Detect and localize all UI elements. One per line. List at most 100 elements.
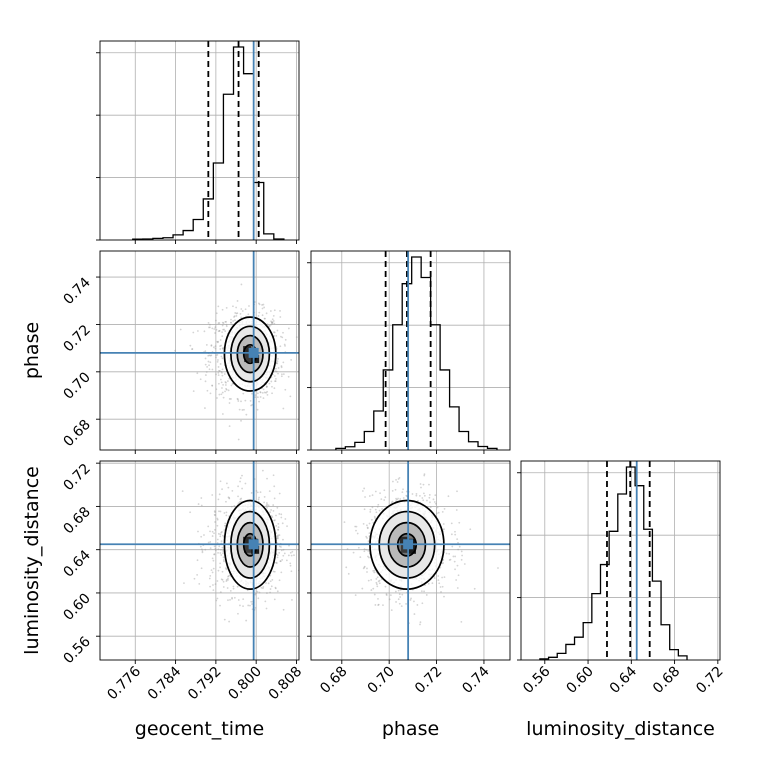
scatter-point (456, 587, 459, 589)
scatter-point (189, 344, 192, 347)
scatter-point (370, 589, 373, 591)
scatter-point (198, 582, 201, 585)
scatter-point (279, 560, 282, 563)
scatter-point (275, 524, 278, 527)
scatter-point (221, 321, 224, 324)
scatter-point (236, 397, 239, 400)
scatter-point (401, 593, 404, 596)
scatter-point (425, 594, 428, 596)
scatter-point (217, 305, 220, 308)
scatter-point (204, 374, 207, 376)
scatter-point (428, 483, 430, 486)
scatter-point (225, 306, 228, 309)
scatter-point (233, 315, 236, 318)
scatter-point (220, 531, 223, 534)
scatter-point (258, 303, 261, 306)
scatter-point (254, 394, 257, 397)
hist-panel-luminosity_distance (517, 460, 721, 664)
scatter-point (222, 559, 225, 561)
scatter-point (219, 566, 221, 569)
scatter-point (204, 357, 207, 360)
panel-frame (310, 250, 511, 451)
scatter-point (231, 382, 234, 385)
scatter-point (287, 554, 290, 557)
scatter-point (356, 532, 359, 535)
scatter-point (363, 508, 366, 511)
scatter-point (222, 580, 225, 583)
hist-panel-geocent_time (96, 40, 300, 244)
scatter-point (280, 366, 283, 369)
scatter-point (225, 568, 228, 571)
scatter-point (290, 570, 293, 573)
scatter-point (290, 359, 293, 361)
scatter-point (363, 548, 366, 551)
scatter-point (256, 408, 259, 411)
scatter-point (273, 331, 275, 334)
scatter-point (240, 400, 242, 403)
contour-line (230, 325, 271, 383)
scatter-point (422, 492, 425, 495)
scatter-point (368, 522, 371, 525)
scatter-point (262, 397, 265, 400)
scatter-point (224, 320, 227, 323)
scatter-point (197, 530, 199, 533)
scatter-point (224, 524, 227, 527)
scatter-point (211, 530, 214, 533)
scatter-point (237, 612, 239, 615)
y-axis-title-phase: phase (21, 322, 43, 379)
scatter-point (251, 392, 253, 395)
scatter-point (274, 380, 277, 383)
scatter-point (279, 345, 282, 348)
scatter-point (428, 494, 431, 496)
scatter-point (210, 344, 213, 347)
scatter-point (270, 515, 273, 517)
scatter-point (271, 392, 273, 395)
scatter-point (221, 488, 223, 491)
scatter-point (295, 336, 298, 339)
scatter-point (398, 477, 401, 479)
scatter-point (455, 579, 458, 581)
panel-grid (134, 41, 297, 240)
scatter-point (399, 498, 402, 500)
scatter-point (219, 369, 221, 372)
scatter-point (270, 585, 273, 588)
scatter-point (428, 496, 431, 499)
scatter-point (211, 384, 214, 387)
scatter-point (284, 344, 286, 347)
scatter-point (238, 408, 241, 411)
scatter-point (242, 605, 244, 608)
scatter-point (409, 599, 412, 601)
scatter-point (227, 575, 229, 578)
scatter-point (183, 582, 185, 585)
scatter-point (272, 474, 275, 477)
scatter-point (429, 501, 431, 504)
scatter-point (223, 529, 226, 531)
scatter-point (245, 413, 248, 416)
scatter-point (431, 582, 434, 585)
scatter-point (432, 498, 435, 501)
scatter-point (256, 392, 259, 395)
scatter-point (272, 510, 275, 512)
density-peak (244, 544, 253, 553)
scatter-point (280, 335, 282, 338)
scatter-point (383, 499, 386, 501)
scatter-point (397, 589, 400, 592)
scatter-point (369, 511, 372, 513)
truth-marker (248, 347, 259, 358)
scatter-point (357, 546, 360, 549)
scatter-point (207, 525, 210, 528)
scatter-point (222, 552, 224, 555)
scatter-point (449, 558, 452, 561)
scatter-point (233, 596, 236, 599)
scatter-point (223, 618, 226, 621)
scatter-point (223, 560, 225, 563)
scatter-point (415, 492, 418, 495)
scatter-point (221, 570, 224, 573)
panel-content (174, 283, 298, 441)
scatter-point (281, 558, 284, 561)
scatter-point (217, 330, 220, 333)
scatter-point (217, 371, 220, 374)
scatter-point (363, 565, 366, 568)
scatter-point (275, 334, 278, 337)
scatter-point (196, 372, 199, 375)
